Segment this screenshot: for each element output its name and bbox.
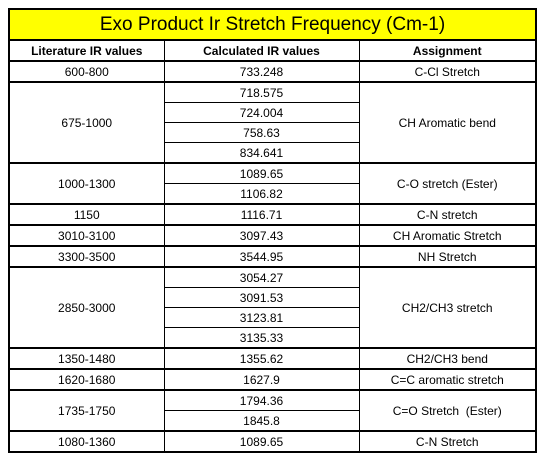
literature-cell: 675-1000	[8, 81, 165, 164]
assignment-cell: C-Cl Stretch	[358, 60, 538, 83]
literature-cell: 1080-1360	[8, 430, 165, 453]
table-body: 600-800 733.248 C-Cl Stretch 675-1000 718.57…	[8, 60, 538, 453]
calculated-cell: 3097.43	[163, 224, 360, 247]
calculated-cell: 834.641	[163, 142, 360, 164]
literature-cell: 3010-3100	[8, 224, 165, 247]
assignment-cell: C=C aromatic stretch	[358, 368, 538, 391]
table-title: Exo Product Ir Stretch Frequency (Cm-1)	[7, 8, 538, 41]
calculated-cell: 1089.65	[163, 162, 360, 184]
literature-cell: 1620-1680	[8, 368, 165, 391]
column-header: Calculated IR values	[163, 39, 360, 62]
calculated-cell: 3544.95	[163, 245, 360, 268]
literature-cell: 1000-1300	[8, 162, 165, 205]
calculated-cell: 758.63	[163, 122, 360, 143]
assignment-cell: C=O Stretch (Ester)	[358, 389, 538, 432]
calculated-cell: 1794.36	[163, 389, 360, 411]
calculated-cell: 3091.53	[163, 287, 360, 308]
table-row: 3300-3500 3544.95 NH Stretch	[8, 245, 538, 268]
column-header: Assignment	[358, 39, 538, 62]
table-row: 3123.81	[9, 307, 536, 328]
table-row: 1735-1750 1794.36 C=O Stretch (Ester)	[8, 389, 538, 432]
literature-cell: 1150	[8, 203, 165, 226]
calculated-cell: 1355.62	[163, 347, 360, 370]
literature-cell: 3300-3500	[8, 245, 165, 268]
table-row: 1080-1360 1089.65 C-N Stretch	[8, 430, 538, 453]
table-row: 1150 1116.71 C-N stretch	[8, 203, 538, 226]
table-row: 2850-3000 3054.27 CH2/CH3 stretch	[8, 266, 538, 349]
assignment-cell: C-N Stretch	[358, 430, 538, 453]
table-row: 3010-3100 3097.43 CH Aromatic Stretch	[8, 224, 538, 247]
table-row: 1620-1680 1627.9 C=C aromatic stretch	[8, 368, 538, 391]
calculated-cell: 733.248	[163, 60, 360, 83]
literature-cell: 1735-1750	[8, 389, 165, 432]
assignment-cell: CH Aromatic Stretch	[358, 224, 538, 247]
column-header: Literature IR values	[8, 39, 165, 62]
assignment-cell: NH Stretch	[358, 245, 538, 268]
calculated-cell: 1116.71	[163, 203, 360, 226]
calculated-cell: 718.575	[163, 81, 360, 103]
calculated-cell: 1089.65	[163, 430, 360, 453]
assignment-cell: CH2/CH3 stretch	[358, 266, 538, 349]
header-row: Literature IR values Calculated IR values…	[8, 39, 538, 62]
ir-table: Exo Product Ir Stretch Frequency (Cm-1) …	[7, 8, 538, 453]
calculated-cell: 3054.27	[163, 266, 360, 288]
table-row: 3091.53	[9, 287, 536, 308]
calculated-cell: 3135.33	[163, 327, 360, 349]
table-row: 758.63	[9, 122, 536, 143]
table-row: 675-1000 718.575 CH Aromatic bend	[8, 81, 538, 164]
assignment-cell: CH2/CH3 bend	[358, 347, 538, 370]
literature-cell: 2850-3000	[8, 266, 165, 349]
calculated-cell: 1106.82	[163, 183, 360, 205]
calculated-cell: 1845.8	[163, 410, 360, 432]
table-row: 600-800 733.248 C-Cl Stretch	[8, 60, 538, 83]
calculated-cell: 724.004	[163, 102, 360, 123]
assignment-cell: C-O stretch (Ester)	[358, 162, 538, 205]
assignment-cell: CH Aromatic bend	[358, 81, 538, 164]
table-row: 1350-1480 1355.62 CH2/CH3 bend	[8, 347, 538, 370]
literature-cell: 1350-1480	[8, 347, 165, 370]
calculated-cell: 3123.81	[163, 307, 360, 328]
calculated-cell: 1627.9	[163, 368, 360, 391]
table-row: 1000-1300 1089.65 C-O stretch (Ester)	[8, 162, 538, 205]
assignment-cell: C-N stretch	[358, 203, 538, 226]
literature-cell: 600-800	[8, 60, 165, 83]
